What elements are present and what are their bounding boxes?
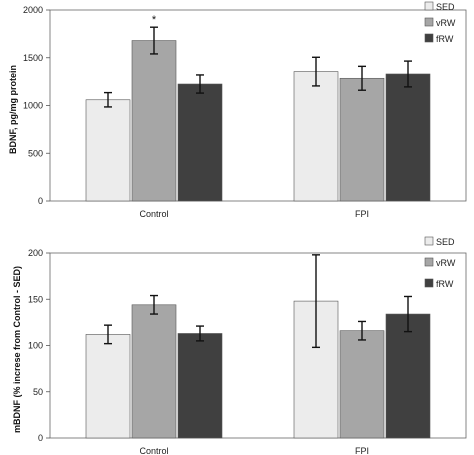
legend-label-frw: fRW — [436, 279, 454, 289]
bar-frw-control — [177, 83, 223, 202]
legend-swatch-sed — [424, 1, 434, 11]
y-tick-label: 200 — [28, 248, 43, 258]
y-axis-title: BDNF, pg/mg protein — [8, 65, 18, 154]
bar-vrw-fpi — [339, 77, 385, 202]
legend-label-vrw: vRW — [436, 18, 456, 28]
legend-label-vrw: vRW — [436, 258, 456, 268]
chart-panel-2: 0 50 100 150 200 mBDNF (% increse from Contro… — [12, 236, 467, 455]
category-label: Control — [139, 209, 168, 219]
bar-frw-control — [177, 333, 223, 439]
y-tick-label: 2000 — [23, 5, 43, 15]
bar-sed-control — [85, 334, 131, 439]
legend-label-frw: fRW — [436, 34, 454, 44]
y-tick-label: 0 — [38, 196, 43, 206]
legend-swatch-frw — [424, 33, 434, 43]
legend-label-sed: SED — [436, 2, 455, 12]
category-label: FPI — [355, 209, 369, 219]
legend-swatch-vrw — [424, 17, 434, 27]
y-tick-label: 150 — [28, 294, 43, 304]
chart-panel-1: 0 500 1000 1500 2000 BDNF, pg/mg protein * Cont… — [8, 1, 467, 219]
bar-sed-control — [85, 99, 131, 202]
y-tick-label: 100 — [28, 341, 43, 351]
bar-sed-fpi — [293, 71, 339, 202]
bar-frw-fpi — [385, 313, 431, 439]
legend-swatch-frw — [424, 278, 434, 288]
legend-swatch-sed — [424, 236, 434, 246]
y-tick-label: 500 — [28, 148, 43, 158]
bar-vrw-fpi — [339, 330, 385, 439]
bar-vrw-control — [131, 40, 177, 202]
y-tick-label: 1000 — [23, 101, 43, 111]
y-axis-title: mBDNF (% increse from Control - SED) — [12, 266, 22, 433]
y-tick-label: 50 — [33, 387, 43, 397]
y-tick-label: 0 — [38, 433, 43, 443]
bar-vrw-control — [131, 304, 177, 439]
category-label: Control — [139, 446, 168, 455]
y-tick-label: 1500 — [23, 53, 43, 63]
category-label: FPI — [355, 446, 369, 455]
legend-swatch-vrw — [424, 257, 434, 267]
bar-frw-fpi — [385, 73, 431, 202]
legend-label-sed: SED — [436, 237, 455, 247]
significance-marker: * — [152, 14, 157, 26]
